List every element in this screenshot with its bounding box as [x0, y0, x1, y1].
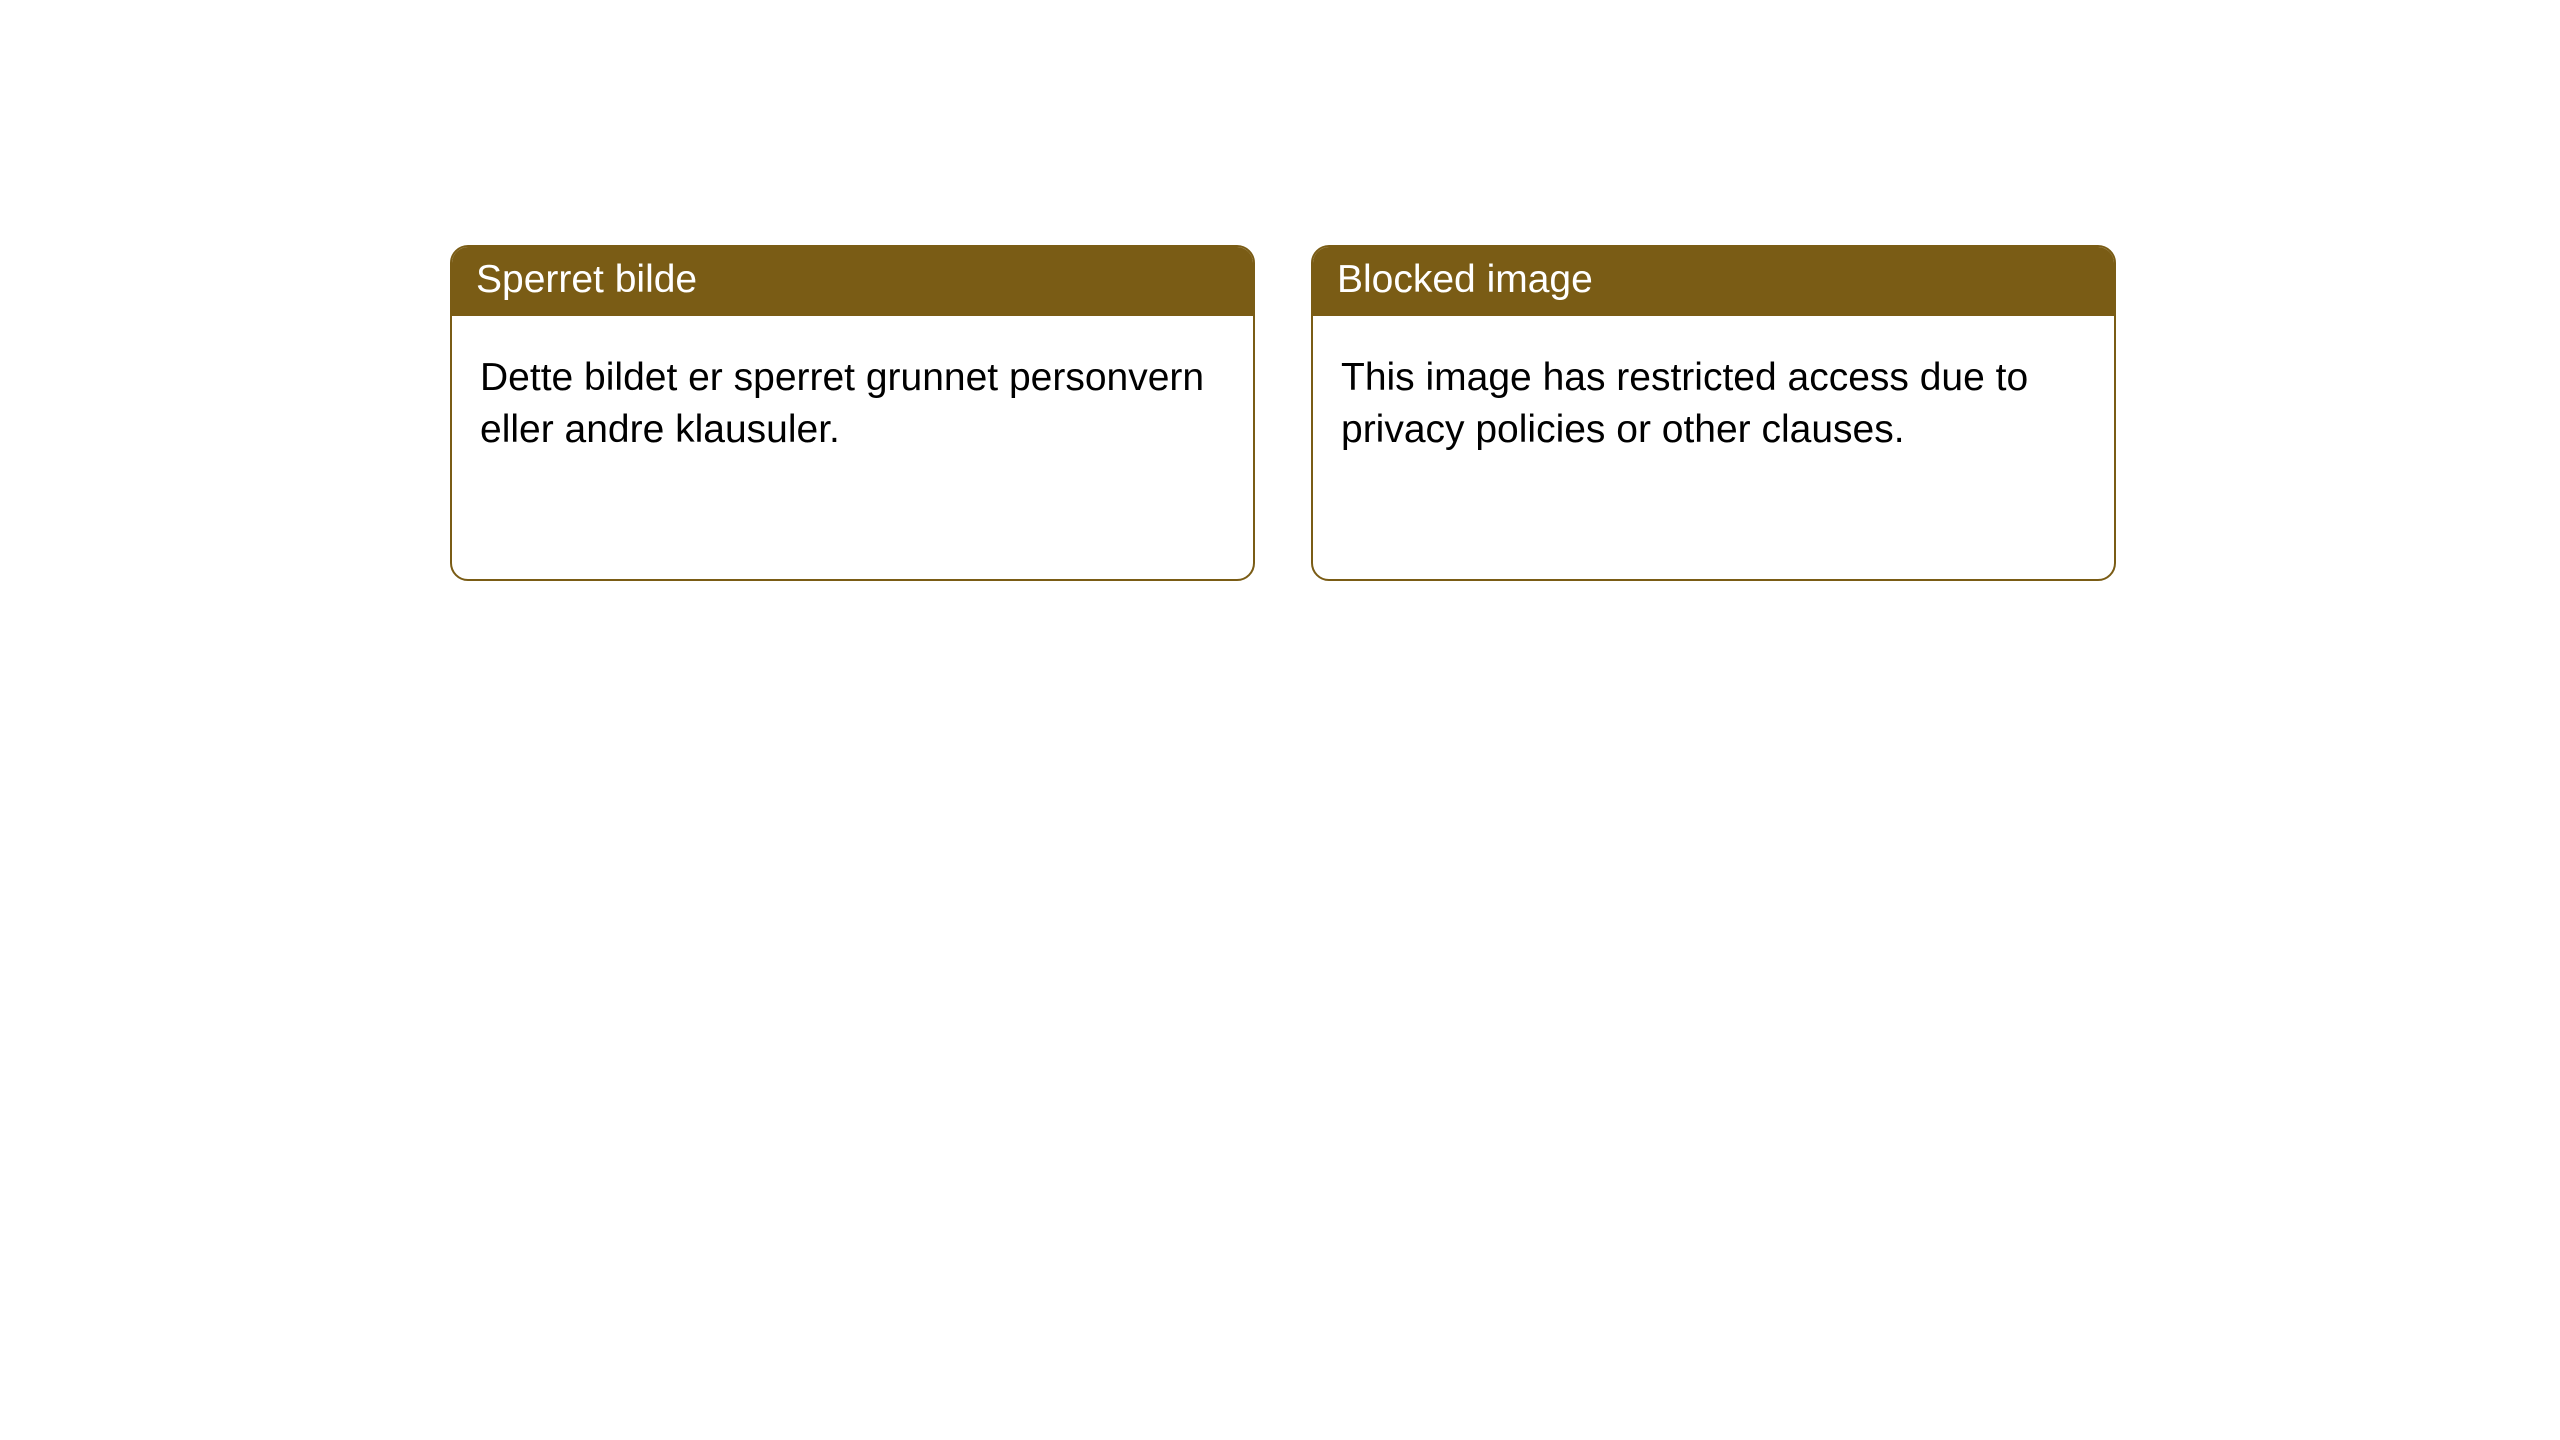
notice-title: Blocked image [1337, 258, 1593, 301]
notice-box-english: Blocked image This image has restricted … [1311, 245, 2116, 581]
notice-title: Sperret bilde [476, 258, 697, 301]
notice-body: This image has restricted access due to … [1313, 316, 2114, 492]
notice-message: Dette bildet er sperret grunnet personve… [480, 356, 1204, 451]
notice-header: Blocked image [1313, 247, 2114, 316]
notice-header: Sperret bilde [452, 247, 1253, 316]
notice-box-norwegian: Sperret bilde Dette bildet er sperret gr… [450, 245, 1255, 581]
notice-container: Sperret bilde Dette bildet er sperret gr… [450, 245, 2116, 581]
notice-body: Dette bildet er sperret grunnet personve… [452, 316, 1253, 492]
notice-message: This image has restricted access due to … [1341, 356, 2028, 451]
